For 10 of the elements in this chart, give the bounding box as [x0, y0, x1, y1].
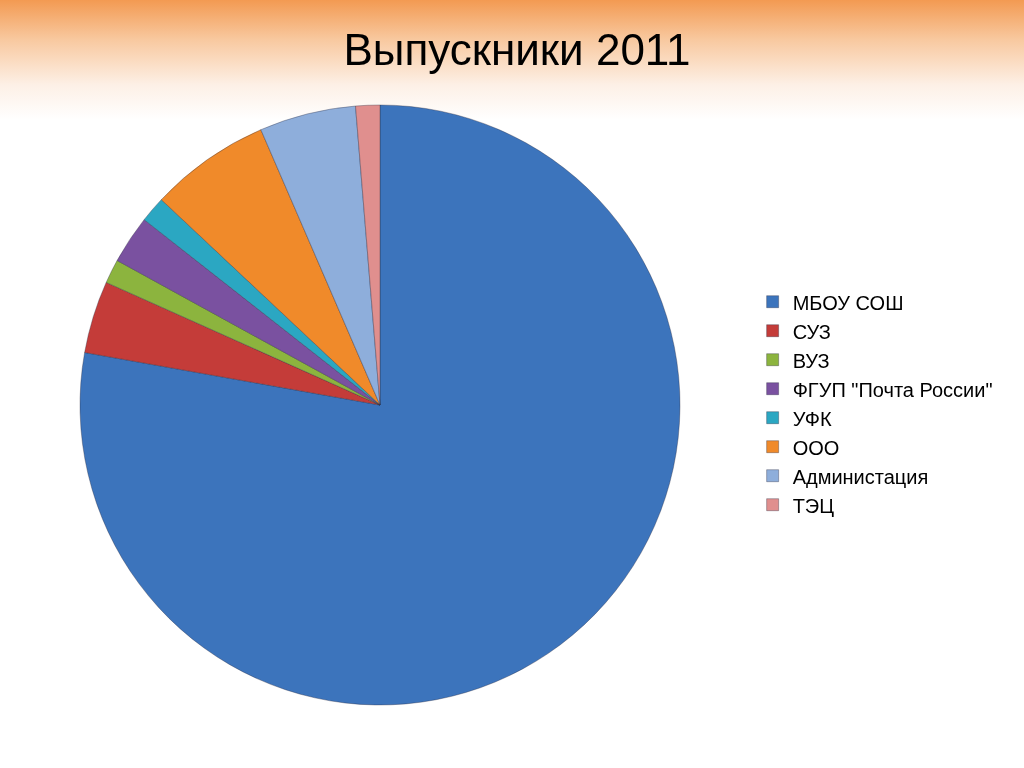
legend-label: ВУЗ [792, 349, 830, 372]
legend-label: ФГУП "Почта России" [792, 378, 993, 401]
legend-label: ТЭЦ [792, 494, 835, 517]
legend-label: СУЗ [792, 320, 831, 343]
chart-title: Выпускники 2011 [343, 25, 691, 75]
legend-label: Администация [792, 465, 929, 488]
legend-label: УФК [792, 407, 832, 430]
legend-label: МБОУ СОШ [792, 291, 904, 314]
legend-label: ООО [792, 436, 840, 459]
pie-slice [79, 104, 681, 706]
